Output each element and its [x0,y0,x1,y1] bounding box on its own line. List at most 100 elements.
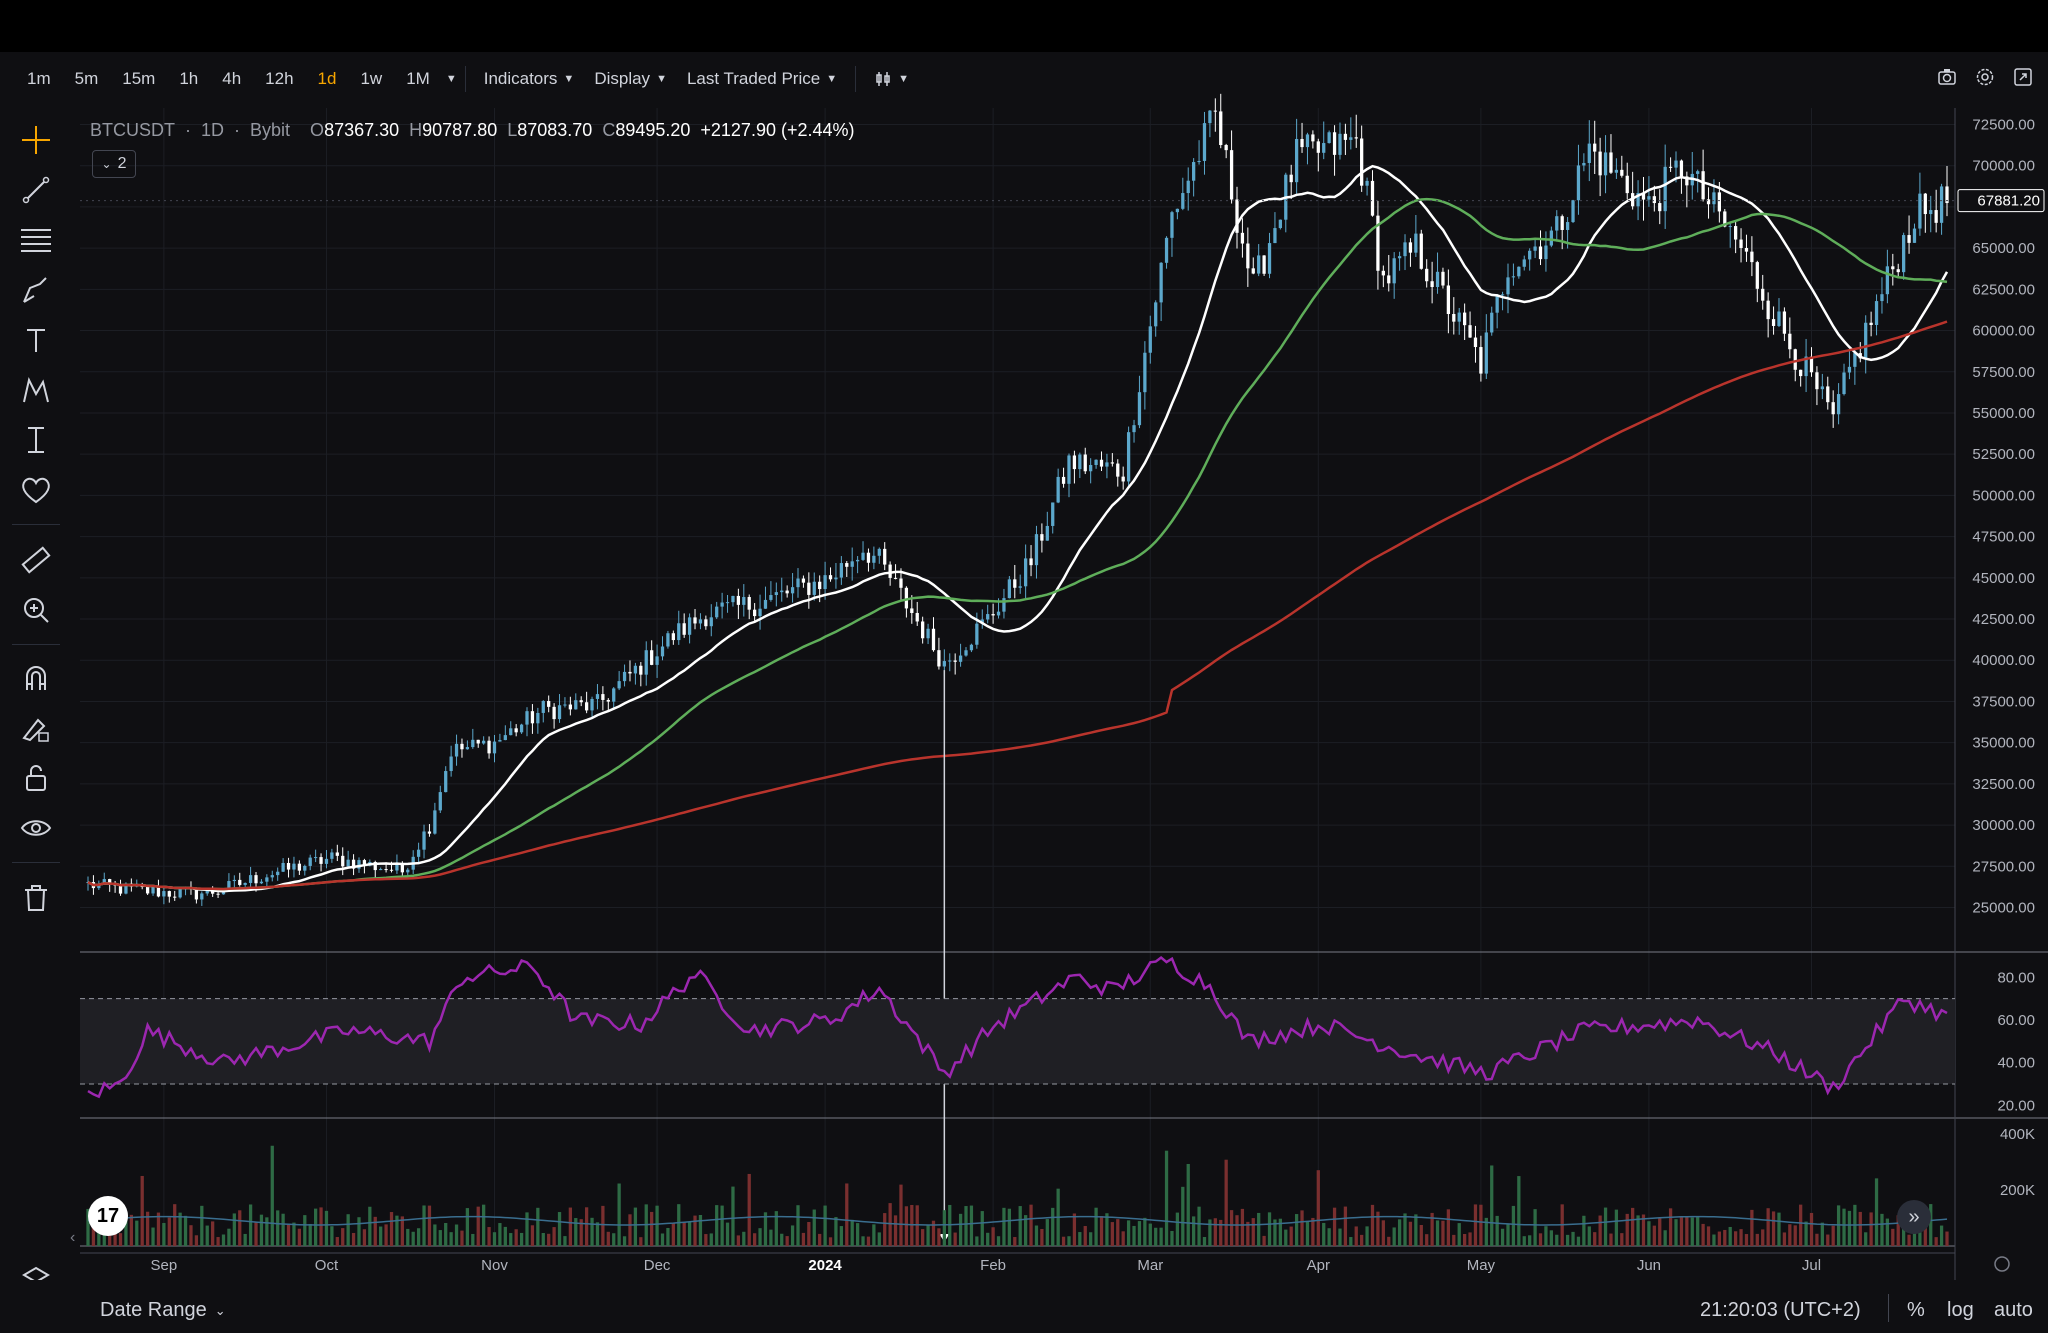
legend-collapse-button[interactable]: ⌄ 2 [92,150,136,178]
candle-body [807,582,811,595]
high-number: 90787.80 [422,120,498,140]
date-range-button[interactable]: Date Range ⌄ [100,1299,226,1322]
volume-bar [1771,1211,1776,1246]
pattern-icon[interactable] [16,370,56,410]
heart-icon[interactable] [16,470,56,510]
timeframe-1d[interactable]: 1d [317,69,337,88]
candle-body [1809,356,1814,373]
volume-bar [1154,1227,1158,1246]
unlock-icon[interactable] [16,758,56,798]
candle-body [346,859,350,867]
timeframe-1m[interactable]: 1m [27,69,51,88]
timeframe-4h[interactable]: 4h [222,69,242,88]
settings-gear-icon[interactable] [1974,66,1996,88]
candle-body [958,655,963,662]
volume-bar [937,1228,941,1246]
timeframe-1w[interactable]: 1w [360,69,383,88]
volume-bar [1430,1212,1434,1246]
trash-icon[interactable] [16,878,56,918]
display-label: Display [594,69,651,88]
measure-range-icon[interactable] [16,420,56,460]
candle-body [1164,237,1169,263]
chart-type-button[interactable]: ▼ [864,70,919,88]
fib-retracement-icon[interactable] [16,220,56,260]
volume-bar [1099,1216,1104,1246]
crosshair-icon[interactable] [16,120,56,160]
candle-body [677,623,681,641]
brush-icon[interactable] [16,270,56,310]
volume-bar [1387,1236,1391,1246]
candle-body [1170,212,1174,238]
trend-line-icon[interactable] [16,170,56,210]
volume-bar [1555,1234,1559,1246]
tradingview-logo-icon[interactable]: 17 [88,1196,128,1236]
candle-body [1771,319,1776,326]
timeframe-more-caret[interactable]: ▼ [445,73,457,85]
eye-icon[interactable] [16,808,56,848]
time-tick-label: Sep [151,1257,178,1274]
price-tick-label: 37500.00 [1972,693,2035,710]
volume-bar [1533,1209,1537,1246]
volume-bar [1159,1227,1163,1246]
candle-body [1929,210,1933,215]
candle-body [1847,366,1852,373]
candle-body [845,563,849,567]
candle-body [1864,322,1868,359]
timeframe-1M[interactable]: 1M [406,69,430,88]
candle-body [313,857,318,859]
candle-body [178,889,182,898]
timeframe-12h[interactable]: 12h [265,69,294,88]
volume-bar [698,1214,703,1246]
candle-body [1766,300,1770,320]
volume-bar [1842,1208,1846,1246]
auto-toggle[interactable]: auto [1994,1299,2033,1321]
moving-average-200 [87,320,1948,891]
text-icon[interactable] [16,320,56,360]
volume-bar [330,1226,334,1246]
log-toggle[interactable]: log [1947,1299,1974,1321]
candle-body [1934,210,1938,223]
volume-bar [888,1203,892,1246]
timeframe-5m[interactable]: 5m [74,69,99,88]
percent-toggle[interactable]: % [1907,1299,1925,1321]
volume-bar [1452,1234,1456,1246]
candle-body [612,688,616,702]
candle-body [1154,302,1158,327]
candle-body [606,699,610,702]
volume-bar [1040,1228,1044,1246]
candle-body [1202,123,1207,161]
scroll-to-realtime-button[interactable]: » [1897,1200,1931,1234]
volume-bar [1706,1226,1711,1246]
toolbar-divider [855,66,857,92]
volume-bar [975,1236,979,1246]
candle-body [709,617,713,627]
timeframe-1h[interactable]: 1h [179,69,199,88]
volume-bar [525,1212,529,1246]
volume-bar [1300,1210,1304,1246]
price-type-button[interactable]: Last Traded Price ▼ [677,69,847,89]
volume-bar [1658,1218,1662,1246]
price-tick-label: 65000.00 [1972,240,2035,257]
camera-icon[interactable] [1936,66,1958,88]
timeframe-15m[interactable]: 15m [122,69,156,88]
rsi-tick-label: 80.00 [1997,969,2035,986]
candle-body [877,548,881,556]
indicators-button[interactable]: Indicators ▼ [474,69,585,89]
ruler-icon[interactable] [16,540,56,580]
candle-body [1425,268,1429,282]
chart-canvas[interactable]: 72500.0070000.0067500.0065000.0062500.00… [0,0,2048,1280]
volume-bar [1668,1208,1673,1246]
indicators-label: Indicators [483,69,558,88]
display-button[interactable]: Display ▼ [584,69,677,89]
fullscreen-icon[interactable] [2012,66,2034,88]
volume-bar [948,1204,952,1246]
volume-bar [362,1229,367,1246]
clock: 21:20:03 (UTC+2) [1700,1299,1861,1321]
lock-drawing-icon[interactable] [16,708,56,748]
candle-body [1582,163,1586,166]
magnet-icon[interactable] [16,658,56,698]
volume-bar [1799,1204,1803,1246]
zoom-in-icon[interactable] [16,590,56,630]
volume-bar [189,1225,193,1246]
toolbar-right [1936,66,2034,88]
